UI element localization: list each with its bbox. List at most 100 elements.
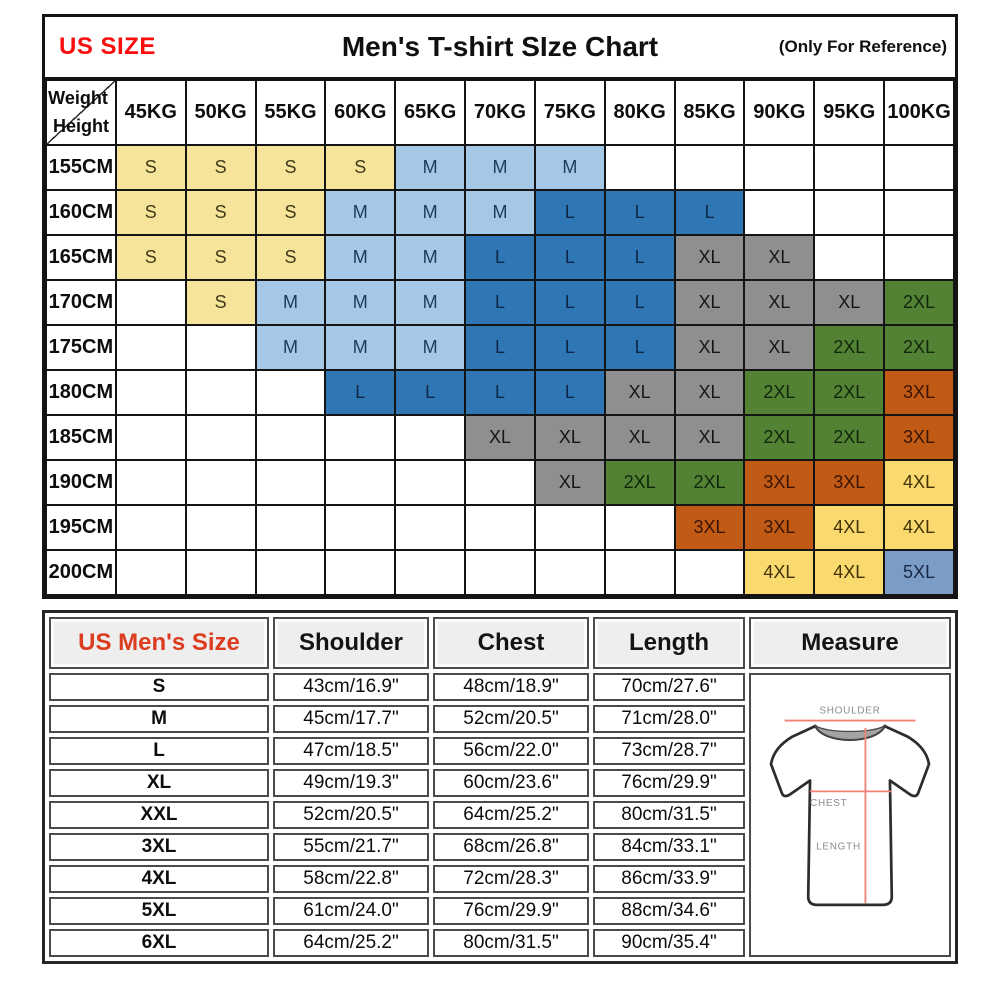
size-label-cell: 4XL	[49, 865, 269, 893]
size-cell: 2XL	[813, 369, 886, 416]
shoulder-value-cell: 58cm/22.8"	[273, 865, 429, 893]
size-cell: S	[184, 189, 257, 236]
size-cell: M	[394, 144, 467, 191]
size-cell: XL	[533, 414, 606, 461]
weight-header-cell: 90KG	[743, 79, 816, 146]
empty-cell	[603, 144, 676, 191]
empty-cell	[114, 324, 187, 371]
shoulder-value-cell: 47cm/18.5"	[273, 737, 429, 765]
size-cell: L	[324, 369, 397, 416]
size-cell: 4XL	[883, 459, 955, 506]
empty-cell	[254, 504, 327, 551]
size-cell: L	[464, 369, 536, 416]
matrix-row: 175CM M M M L L L XL XL 2XL 2XL	[45, 324, 955, 371]
size-cell: XL	[673, 414, 746, 461]
size-cell: XL	[533, 459, 606, 506]
size-cell: 3XL	[743, 504, 816, 551]
empty-cell	[184, 324, 257, 371]
size-cell: 3XL	[883, 369, 955, 416]
matrix-row: 195CM 3XL 3XL 4XL 4XL	[45, 504, 955, 551]
size-cell: S	[184, 234, 257, 281]
empty-cell	[533, 549, 606, 596]
empty-cell	[533, 504, 606, 551]
height-header-cell: 200CM	[45, 549, 117, 596]
size-cell: L	[603, 234, 676, 281]
shoulder-value-cell: 49cm/19.3"	[273, 769, 429, 797]
size-label-cell: XL	[49, 769, 269, 797]
empty-cell	[184, 414, 257, 461]
empty-cell	[254, 459, 327, 506]
size-cell: 2XL	[813, 414, 886, 461]
empty-cell	[673, 144, 746, 191]
matrix-row: 190CM XL 2XL 2XL 3XL 3XL 4XL	[45, 459, 955, 506]
size-cell: L	[533, 369, 606, 416]
length-value-cell: 76cm/29.9"	[593, 769, 745, 797]
size-label-cell: XXL	[49, 801, 269, 829]
chest-value-cell: 60cm/23.6"	[433, 769, 589, 797]
size-cell: XL	[673, 234, 746, 281]
empty-cell	[184, 504, 257, 551]
empty-cell	[603, 549, 676, 596]
empty-cell	[324, 459, 397, 506]
size-cell: L	[533, 234, 606, 281]
empty-cell	[883, 144, 955, 191]
height-header-cell: 190CM	[45, 459, 117, 506]
height-header-cell: 155CM	[45, 144, 117, 191]
size-cell: M	[464, 189, 536, 236]
weight-header-cell: 50KG	[184, 79, 257, 146]
size-label-cell: 3XL	[49, 833, 269, 861]
size-cell: S	[324, 144, 397, 191]
empty-cell	[394, 549, 467, 596]
size-cell: XL	[743, 279, 816, 326]
size-cell: 4XL	[813, 504, 886, 551]
empty-cell	[254, 549, 327, 596]
tshirt-measure-illustration: SHOULDER CHEST LENGTH	[769, 705, 931, 907]
chest-value-cell: 76cm/29.9"	[433, 897, 589, 925]
size-cell: S	[254, 189, 327, 236]
size-cell: 3XL	[813, 459, 886, 506]
size-cell: XL	[743, 234, 816, 281]
length-value-cell: 84cm/33.1"	[593, 833, 745, 861]
size-cell: 3XL	[883, 414, 955, 461]
length-value-cell: 71cm/28.0"	[593, 705, 745, 733]
shoulder-value-cell: 61cm/24.0"	[273, 897, 429, 925]
size-cell: M	[324, 279, 397, 326]
empty-cell	[114, 459, 187, 506]
empty-cell	[254, 369, 327, 416]
size-cell: L	[673, 189, 746, 236]
size-cell: M	[324, 234, 397, 281]
size-cell: L	[464, 279, 536, 326]
chest-value-cell: 80cm/31.5"	[433, 929, 589, 957]
length-value-cell: 88cm/34.6"	[593, 897, 745, 925]
measurement-table: SHOULDER CHEST LENGTH US Men's Size Shoul…	[45, 613, 955, 961]
height-header-cell: 185CM	[45, 414, 117, 461]
height-header-cell: 160CM	[45, 189, 117, 236]
empty-cell	[394, 414, 467, 461]
size-cell: M	[533, 144, 606, 191]
length-value-cell: 86cm/33.9"	[593, 865, 745, 893]
length-diagram-label: LENGTH	[816, 842, 861, 853]
size-matrix: Weight Height 45KG 50KG 55KG 60KG 65KG 70KG 75KG…	[45, 79, 955, 596]
height-header-cell: 175CM	[45, 324, 117, 371]
empty-cell	[813, 189, 886, 236]
size-cell: M	[324, 189, 397, 236]
size-cell: XL	[743, 324, 816, 371]
size-cell: XL	[673, 324, 746, 371]
size-cell: 2XL	[743, 414, 816, 461]
page-title: Men's T-shirt SIze Chart	[341, 31, 659, 62]
empty-cell	[813, 234, 886, 281]
empty-cell	[883, 189, 955, 236]
size-cell: M	[464, 144, 536, 191]
tshirt-outline	[769, 724, 931, 907]
empty-cell	[114, 369, 187, 416]
empty-cell	[673, 549, 746, 596]
weight-header-cell: 100KG	[883, 79, 955, 146]
size-cell: 5XL	[883, 549, 955, 596]
empty-cell	[184, 549, 257, 596]
size-cell: 2XL	[813, 324, 886, 371]
matrix-row: 165CM S S S M M L L L XL XL	[45, 234, 955, 281]
size-cell: L	[603, 279, 676, 326]
measurement-panel: SHOULDER CHEST LENGTH US Men's Size Shoul…	[42, 610, 958, 964]
empty-cell	[464, 504, 536, 551]
